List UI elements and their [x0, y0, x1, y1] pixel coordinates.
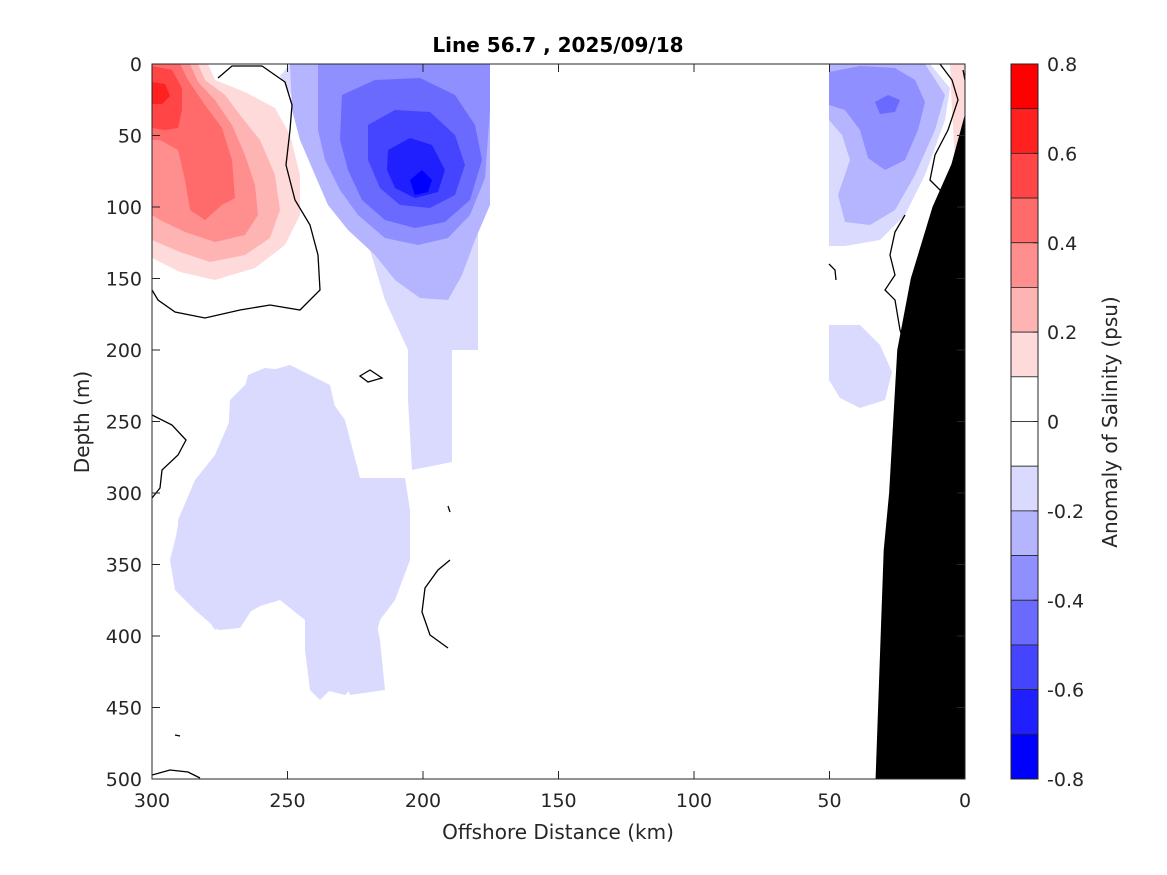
colorbar-tick-label: -0.6 [1047, 680, 1084, 702]
x-axis-ticks: 300 250 200 150 100 50 0 [134, 64, 971, 812]
y-tick-label: 450 [106, 698, 142, 720]
colorbar-segment [1010, 599, 1039, 646]
y-tick-label: 350 [106, 555, 142, 577]
colorbar-tick-label: 0.6 [1047, 143, 1077, 165]
colorbar-tick-label: -0.8 [1047, 769, 1084, 791]
y-tick-label: 500 [106, 769, 142, 791]
colorbar-tick-label: -0.4 [1047, 590, 1084, 612]
y-tick-label: 50 [118, 126, 142, 148]
neg-near-contour-0.1-mid [829, 325, 892, 408]
pos-contour-0.6 [152, 82, 170, 104]
chart-title: Line 56.7 , 2025/09/18 [432, 33, 683, 57]
colorbar-segment [1010, 287, 1039, 333]
colorbar-segment [1010, 152, 1039, 199]
colorbar-segment [1010, 689, 1039, 735]
colorbar [1010, 63, 1039, 780]
colorbar-segment [1010, 465, 1039, 512]
colorbar-tick-label: 0.8 [1047, 54, 1077, 76]
y-tick-label: 400 [106, 626, 142, 648]
neg-contour-0.1-lower [172, 365, 410, 695]
x-tick-label: 200 [405, 790, 441, 812]
colorbar-tick-label: 0 [1047, 412, 1059, 434]
colorbar-label: Anomaly of Salinity (psu) [1098, 296, 1122, 547]
colorbar-segment [1010, 644, 1039, 691]
colorbar-tick-label: 0.4 [1047, 233, 1077, 255]
x-tick-label: 250 [269, 790, 305, 812]
bathymetry-shelf [875, 114, 965, 779]
colorbar-segment [1010, 555, 1039, 601]
neg-near-contour-0.3 [829, 66, 925, 170]
colorbar-ticks: 0.8 0.6 0.4 0.2 0 -0.2 -0.4 -0.6 -0.8 [1033, 54, 1084, 791]
x-tick-label: 150 [540, 790, 576, 812]
y-tick-label: 200 [106, 340, 142, 362]
colorbar-segment [1010, 242, 1039, 288]
colorbar-tick-label: 0.2 [1047, 322, 1077, 344]
y-axis-ticks: 0 50 100 150 200 250 300 350 400 450 500 [106, 54, 965, 791]
colorbar-segment [1010, 331, 1039, 378]
colorbar-segment [1010, 733, 1039, 780]
colorbar-segment [1010, 197, 1039, 244]
x-axis-label: Offshore Distance (km) [442, 820, 674, 844]
neg-near-contour-0.4 [875, 95, 900, 114]
x-tick-label: 300 [134, 790, 170, 812]
colorbar-segment [1010, 421, 1039, 467]
colorbar-tick-label: -0.2 [1047, 501, 1084, 523]
colorbar-segment [1010, 510, 1039, 556]
colorbar-segment [1010, 376, 1039, 422]
x-tick-label: 50 [817, 790, 841, 812]
x-tick-label: 100 [676, 790, 712, 812]
y-tick-label: 100 [106, 197, 142, 219]
y-tick-label: 0 [130, 54, 142, 76]
colorbar-segment [1010, 108, 1039, 154]
y-tick-label: 300 [106, 483, 142, 505]
colorbar-segment [1010, 63, 1039, 110]
y-tick-label: 250 [106, 412, 142, 434]
y-tick-label: 150 [106, 269, 142, 291]
x-tick-label: 0 [959, 790, 971, 812]
y-axis-label: Depth (m) [70, 371, 94, 473]
contour-field [152, 64, 965, 779]
neg-contour-0.7 [410, 170, 432, 195]
